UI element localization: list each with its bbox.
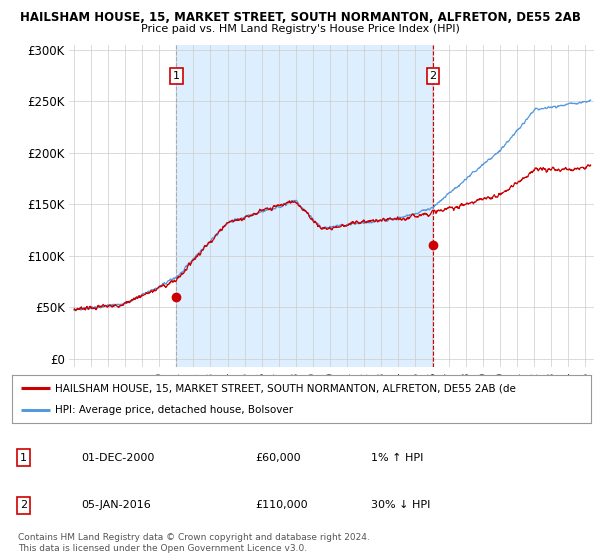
Text: HPI: Average price, detached house, Bolsover: HPI: Average price, detached house, Bols… [55,405,293,415]
Text: 1: 1 [20,453,27,463]
Text: 1% ↑ HPI: 1% ↑ HPI [371,453,424,463]
Text: HAILSHAM HOUSE, 15, MARKET STREET, SOUTH NORMANTON, ALFRETON, DE55 2AB: HAILSHAM HOUSE, 15, MARKET STREET, SOUTH… [20,11,580,24]
Text: HAILSHAM HOUSE, 15, MARKET STREET, SOUTH NORMANTON, ALFRETON, DE55 2AB (de: HAILSHAM HOUSE, 15, MARKET STREET, SOUTH… [55,383,516,393]
Text: 30% ↓ HPI: 30% ↓ HPI [371,501,430,510]
Text: Contains HM Land Registry data © Crown copyright and database right 2024.
This d: Contains HM Land Registry data © Crown c… [18,533,370,553]
Text: 1: 1 [173,71,180,81]
Text: £60,000: £60,000 [255,453,301,463]
Text: Price paid vs. HM Land Registry's House Price Index (HPI): Price paid vs. HM Land Registry's House … [140,24,460,34]
Text: £110,000: £110,000 [255,501,308,510]
Bar [176,45,433,367]
Text: 05-JAN-2016: 05-JAN-2016 [82,501,151,510]
Text: 2: 2 [430,71,436,81]
Text: 2: 2 [20,501,27,510]
Text: 01-DEC-2000: 01-DEC-2000 [82,453,155,463]
